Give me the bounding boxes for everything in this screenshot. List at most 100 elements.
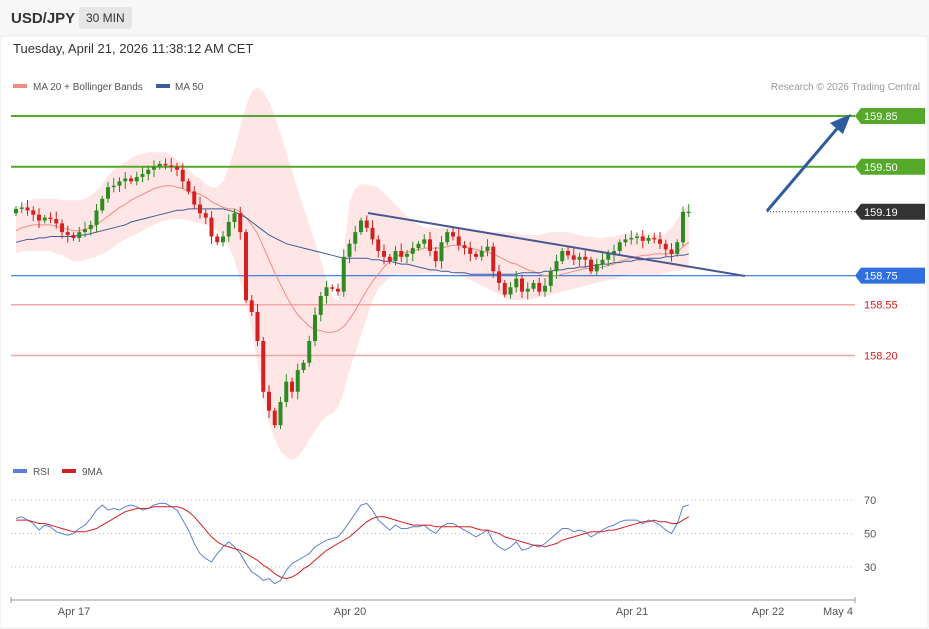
candle-body — [468, 248, 473, 254]
candle-body — [186, 181, 191, 192]
candle-body — [313, 314, 317, 341]
x-tick-label: Apr 21 — [616, 606, 648, 618]
candle-body — [140, 174, 145, 177]
candle-body — [571, 255, 576, 260]
candle-body — [583, 256, 588, 260]
candle-body — [497, 271, 501, 283]
candle-body — [249, 300, 254, 312]
ma20-line — [15, 185, 690, 333]
bollinger-legend-label: MA 20 + Bollinger Bands — [33, 82, 143, 93]
candle-body — [267, 391, 271, 411]
candle-body — [451, 232, 455, 237]
candle-body — [88, 224, 93, 230]
chart-border — [0, 35, 929, 629]
resistance-label: 159.85 — [864, 111, 898, 123]
level-labels-layer: 159.85 159.50 159.19 158.75 158.55 158.20 — [855, 108, 925, 363]
candle-body — [238, 213, 243, 233]
ma50-legend-label: MA 50 — [175, 82, 204, 93]
bollinger-band-layer — [16, 87, 689, 460]
candle-body — [272, 410, 277, 426]
candle-body — [589, 259, 593, 272]
candle-body — [42, 217, 47, 221]
bollinger-band — [16, 87, 689, 460]
candle-body — [617, 242, 622, 251]
candle-body — [606, 253, 611, 260]
downtrend-line — [367, 212, 746, 277]
candle-body — [566, 250, 570, 256]
candle-body — [284, 381, 289, 402]
candle-body — [635, 236, 639, 238]
candle-body — [146, 169, 151, 175]
candle-body — [94, 210, 99, 225]
candle-body — [675, 242, 680, 254]
candle-body — [548, 271, 553, 286]
timeframe-button[interactable]: 30 MIN — [79, 7, 132, 29]
candle-body — [594, 264, 599, 272]
support-label: 158.75 — [864, 271, 898, 283]
candle-body — [215, 236, 220, 243]
candle-body — [554, 261, 559, 272]
rsi-tick-label: 70 — [864, 495, 876, 507]
candle-body — [278, 401, 283, 426]
minor-support-label: 158.20 — [864, 351, 898, 363]
candle-body — [290, 381, 294, 392]
projection-arrow-shaft — [765, 123, 843, 212]
candle-body — [474, 253, 478, 257]
resistance-label: 159.50 — [864, 162, 898, 174]
minor-support-label: 158.55 — [864, 300, 898, 312]
candle-body — [318, 295, 323, 315]
candle-body — [399, 250, 404, 257]
candle-body — [387, 256, 392, 262]
candle-body — [577, 256, 582, 260]
candle-body — [25, 207, 30, 211]
chart-header: USD/JPY 30 MIN — [0, 0, 929, 36]
level-lines-layer — [11, 115, 855, 357]
candle-body — [370, 227, 375, 240]
x-tick-label: Apr 22 — [752, 606, 784, 618]
candle-body — [19, 207, 24, 209]
candle-body — [681, 211, 685, 243]
candle-body — [60, 223, 64, 233]
rsi-legend-label: RSI — [33, 467, 50, 478]
candle-body — [295, 370, 300, 392]
candle-body — [134, 176, 139, 182]
candle-body — [14, 208, 18, 214]
x-tick-label: Apr 17 — [58, 606, 90, 618]
candles-layer — [14, 157, 691, 430]
candle-body — [198, 204, 202, 214]
candle-body — [531, 282, 536, 289]
candle-body — [180, 169, 185, 182]
candle-body — [255, 311, 260, 341]
candle-body — [65, 232, 70, 236]
candle-body — [640, 236, 645, 241]
x-tick-label: May 4 — [823, 606, 853, 618]
candle-body — [612, 250, 616, 254]
candle-body — [508, 287, 513, 295]
copyright-label: Research © 2026 Trading Central — [771, 82, 920, 93]
candle-body — [543, 285, 547, 292]
candle-body — [324, 287, 329, 296]
rsi-tick-label: 30 — [864, 562, 876, 574]
candle-body — [520, 278, 524, 292]
candle-body — [433, 250, 438, 262]
candle-body — [663, 243, 668, 250]
candle-body — [359, 220, 363, 233]
candle-body — [629, 237, 634, 240]
candle-body — [405, 253, 409, 257]
support-tag — [855, 267, 925, 284]
candle-body — [336, 288, 340, 292]
candle-body — [330, 287, 335, 289]
candle-body — [261, 340, 266, 392]
candle-body — [307, 340, 312, 363]
candle-body — [100, 198, 105, 211]
candle-body — [123, 178, 128, 182]
candle-body — [623, 239, 628, 243]
candle-body — [169, 165, 174, 167]
x-axis-labels: Apr 17 Apr 20 Apr 21 Apr 22 May 4 — [10, 597, 856, 618]
candle-body — [364, 220, 369, 228]
candle-body — [175, 166, 179, 170]
ma50-line — [15, 208, 689, 275]
candle-body — [462, 245, 467, 249]
candle-body — [221, 236, 225, 243]
